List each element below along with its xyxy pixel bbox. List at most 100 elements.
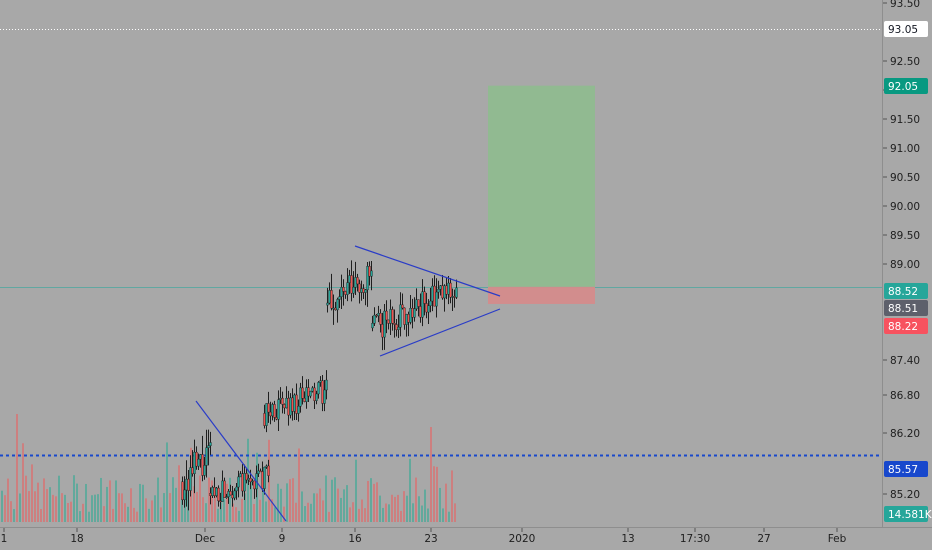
- volume-bar: [394, 496, 396, 522]
- volume-bar: [37, 482, 39, 522]
- time-tick-label: Dec: [195, 533, 216, 545]
- candle-body: [225, 496, 228, 498]
- candle-body: [319, 380, 322, 383]
- position-stop-zone[interactable]: [488, 286, 595, 304]
- candle-body: [391, 309, 394, 324]
- candle-body: [407, 314, 410, 323]
- volume-bar: [115, 480, 117, 522]
- candle-body: [241, 473, 244, 492]
- price-tags: 93.05 92.05 88.52 88.51 88.22 85.57 14.581K: [884, 21, 932, 522]
- candle-body: [413, 308, 416, 318]
- price-tag-88.51: [884, 300, 928, 316]
- candle-body: [291, 397, 294, 412]
- candle-body: [427, 305, 430, 313]
- candle-body: [352, 286, 355, 294]
- volume-bar: [202, 497, 204, 522]
- candle-body: [261, 471, 264, 489]
- price-axis[interactable]: 93.5092.5092.0091.5091.0090.5090.0089.50…: [883, 0, 920, 501]
- candle-body: [397, 326, 400, 330]
- volume-bar: [79, 511, 81, 522]
- candle-body: [417, 299, 420, 307]
- volume-bar: [130, 488, 132, 522]
- candle-body: [287, 398, 290, 416]
- long-position-tool[interactable]: [488, 85, 595, 304]
- volume-bar: [433, 466, 435, 522]
- volume-bar: [301, 491, 303, 522]
- price-tick-label: 89.00: [890, 259, 920, 271]
- time-tick-label: 17:30: [680, 533, 710, 545]
- volume-bar: [451, 470, 453, 522]
- volume-bar: [94, 494, 96, 522]
- volume-bar: [58, 475, 60, 522]
- price-tick-label: 90.00: [890, 201, 920, 213]
- volume-bar: [70, 501, 72, 522]
- candle-body: [265, 403, 268, 426]
- volume-bar: [64, 494, 66, 522]
- candle-body: [233, 490, 236, 499]
- candle-body: [267, 465, 270, 476]
- candle-body: [215, 487, 218, 496]
- time-axis[interactable]: 1 18 Dec 9 16 23 2020 13 17:30 27 Feb: [1, 528, 847, 545]
- volume-bar: [418, 496, 420, 522]
- trendline-drawings[interactable]: [195, 245, 501, 522]
- candle-body: [368, 266, 371, 277]
- candle-body: [235, 486, 238, 492]
- candle-body: [358, 283, 361, 293]
- volume-bar: [346, 485, 348, 522]
- volume-bar: [244, 493, 246, 522]
- volume-bar: [316, 493, 318, 522]
- candle-body: [257, 470, 260, 474]
- candle-body: [323, 389, 326, 404]
- candle-body: [443, 285, 446, 299]
- price-tag-label: 88.22: [888, 321, 918, 333]
- candle-body: [209, 493, 212, 496]
- candle-body: [370, 270, 373, 277]
- triangle-lower-line[interactable]: [379, 308, 501, 357]
- descending-trendline[interactable]: [195, 400, 287, 522]
- volume-bar: [289, 479, 291, 522]
- candle-body: [209, 442, 212, 446]
- candle-body: [332, 307, 335, 310]
- candle-body: [360, 288, 363, 293]
- volume-bar: [139, 483, 141, 522]
- volume-bar: [421, 505, 423, 522]
- position-target-zone[interactable]: [488, 85, 595, 287]
- candle-body: [354, 277, 357, 288]
- volume-bar: [376, 482, 378, 522]
- volume-bar: [406, 495, 408, 522]
- candle-body: [431, 285, 434, 302]
- candle-body: [435, 291, 438, 307]
- volume-bar: [430, 427, 432, 522]
- price-tag-92.05: [884, 78, 928, 94]
- price-tag-label: 14.581K: [888, 509, 932, 521]
- candle-body: [275, 417, 278, 420]
- candle-body: [183, 489, 186, 501]
- candle-body: [455, 287, 458, 298]
- volume-bar: [442, 508, 444, 522]
- candle-body: [195, 451, 198, 467]
- volume-bar: [253, 504, 255, 522]
- time-tick-label: Feb: [828, 533, 847, 545]
- volume-bar: [118, 493, 120, 522]
- candle-body: [249, 478, 252, 483]
- volume-bar: [295, 502, 297, 522]
- volume-bar: [1, 490, 3, 522]
- candle-body: [229, 491, 232, 496]
- volume-bar: [52, 494, 54, 522]
- volume-bar: [280, 488, 282, 522]
- volume-bar: [97, 494, 99, 522]
- volume-bar: [385, 503, 387, 522]
- volume-bar: [358, 508, 360, 522]
- volume-bar: [100, 477, 102, 522]
- volume-bar: [328, 511, 330, 522]
- volume-bar: [235, 507, 237, 522]
- triangle-upper-line[interactable]: [354, 245, 501, 297]
- candle-body: [334, 307, 337, 311]
- price-tick-label: 87.40: [890, 355, 920, 367]
- candle-body: [441, 285, 444, 299]
- volume-bar: [283, 506, 285, 522]
- volume-bar: [355, 459, 357, 522]
